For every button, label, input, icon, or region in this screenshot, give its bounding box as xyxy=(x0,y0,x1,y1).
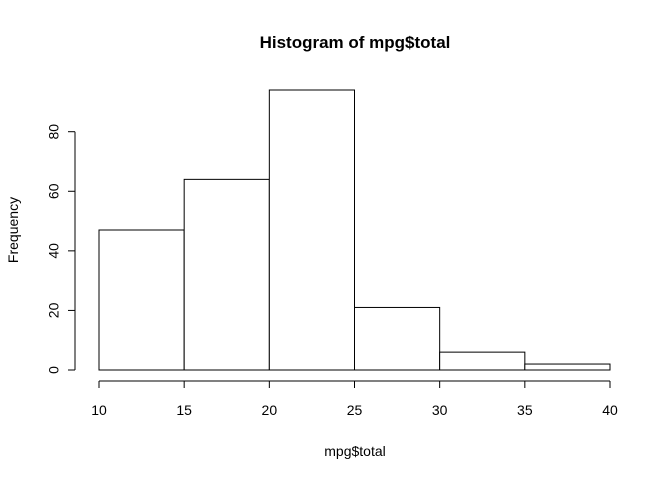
y-axis-label: Frequency xyxy=(5,197,21,263)
x-tick-label-2: 20 xyxy=(262,402,278,418)
histogram-bar-3 xyxy=(354,306,441,371)
x-tick-label-6: 40 xyxy=(602,402,618,418)
y-axis: 0 20 40 60 80 xyxy=(46,124,76,374)
x-axis: 10 15 20 25 30 35 40 xyxy=(91,380,618,418)
histogram-bar-1 xyxy=(183,178,270,371)
histogram-bar-2 xyxy=(268,89,355,371)
x-tick-label-3: 25 xyxy=(347,402,363,418)
x-tick-label-0: 10 xyxy=(91,402,107,418)
x-tick-label-1: 15 xyxy=(176,402,192,418)
x-axis-label: mpg$total xyxy=(324,443,385,459)
x-tick-label-4: 30 xyxy=(432,402,448,418)
histogram-bar-4 xyxy=(439,351,526,371)
y-tick-label-0: 0 xyxy=(46,366,62,374)
histogram-bars xyxy=(98,89,611,371)
histogram-bar-0 xyxy=(98,229,185,371)
x-tick-label-5: 35 xyxy=(517,402,533,418)
y-tick-label-3: 60 xyxy=(46,183,62,199)
histogram-bar-5 xyxy=(524,363,611,371)
y-tick-label-1: 20 xyxy=(46,302,62,318)
y-tick-label-4: 80 xyxy=(46,124,62,140)
chart-title: Histogram of mpg$total xyxy=(260,33,451,52)
y-tick-label-2: 40 xyxy=(46,243,62,259)
